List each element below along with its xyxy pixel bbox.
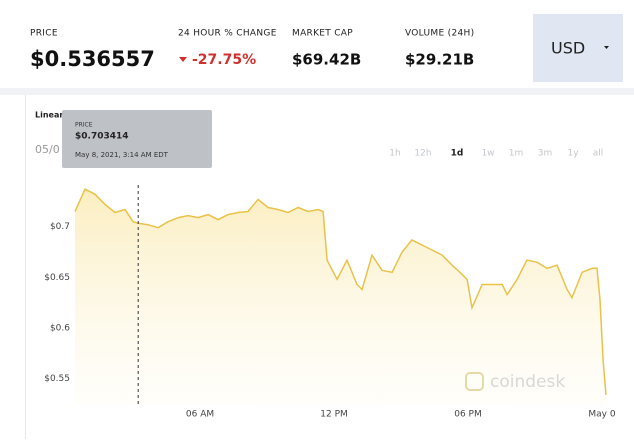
area-fill	[75, 189, 606, 405]
market-cap: $69.42B	[292, 51, 361, 69]
x-tick-label: 06 PM	[454, 410, 482, 420]
down-arrow	[179, 57, 187, 62]
price: $0.536557	[30, 47, 155, 71]
date-label: 05/0	[35, 143, 60, 156]
change-label: 24 HOUR % CHANGE	[178, 29, 277, 39]
range-button[interactable]: 1m	[509, 149, 524, 159]
x-tick-label: 12 PM	[320, 410, 348, 420]
tooltip-value: $0.703414	[75, 132, 129, 142]
scale-label[interactable]: Linear	[35, 111, 63, 120]
tooltip-box	[62, 110, 212, 168]
change: -27.75%	[192, 52, 256, 68]
tooltip-time: May 8, 2021, 3:14 AM EDT	[75, 151, 169, 159]
watermark: coindesk	[490, 372, 565, 392]
caret	[604, 46, 609, 49]
divider	[0, 88, 634, 95]
range-button[interactable]: 3m	[538, 149, 553, 159]
y-tick-label: $0.65	[44, 273, 70, 283]
range-button[interactable]: 1d	[451, 149, 464, 159]
market-cap-label: MARKET CAP	[292, 29, 353, 39]
volume: $29.21B	[405, 51, 474, 69]
price-line	[74, 188, 607, 395]
range-button[interactable]: 1h	[389, 149, 400, 159]
currency-select[interactable]: USD	[533, 14, 623, 82]
chart: 1h 12h 1d 1w 1m 3m 1y all $0.55 $0.6 $0.65 $0.7 06 A…	[44, 149, 616, 420]
tooltip-label: PRICE	[75, 122, 93, 129]
currency-box[interactable]	[533, 14, 623, 82]
panel-border	[25, 95, 26, 439]
y-tick-label: $0.7	[50, 222, 70, 232]
range-button[interactable]: 1w	[481, 149, 494, 159]
range-button[interactable]: 12h	[414, 149, 431, 159]
x-tick-label: 06 AM	[186, 410, 214, 420]
watermark-logo	[465, 372, 484, 391]
x-tick-label: May 0	[588, 410, 615, 420]
y-tick-label: $0.55	[44, 374, 70, 384]
price-label: PRICE	[30, 29, 58, 39]
range-button[interactable]: 1y	[567, 149, 579, 159]
range-button[interactable]: all	[593, 149, 604, 159]
volume-label: VOLUME (24H)	[405, 29, 474, 39]
y-tick-label: $0.6	[50, 324, 70, 334]
tooltip: PRICE $0.703414 May 8, 2021, 3:14 AM EDT	[62, 110, 212, 168]
currency[interactable]: USD	[551, 39, 585, 58]
